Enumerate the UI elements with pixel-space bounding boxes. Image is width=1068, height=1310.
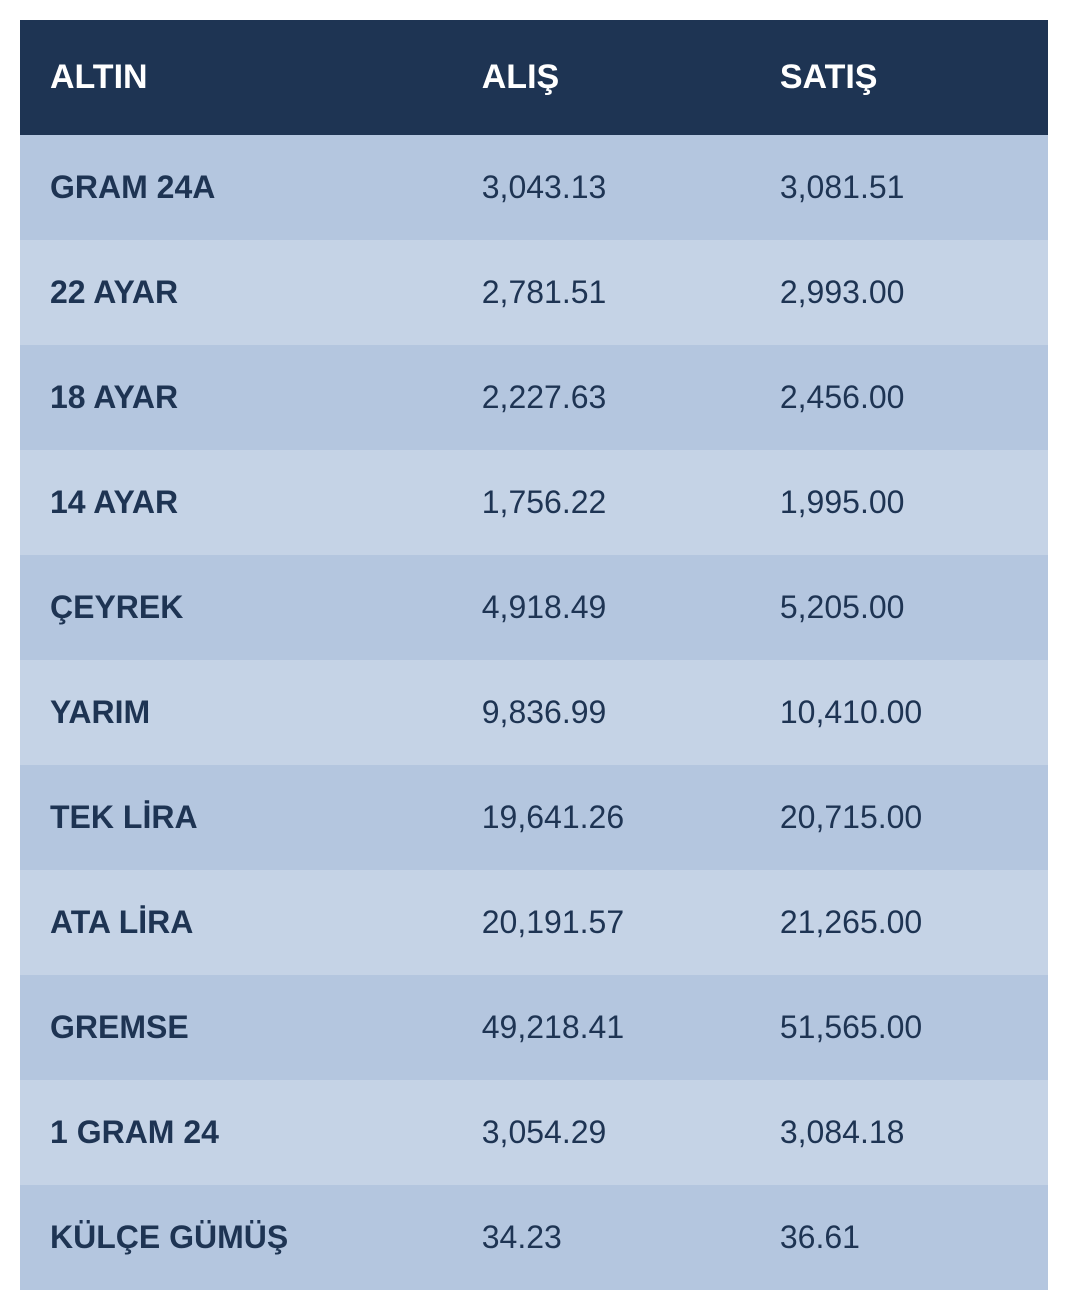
cell-alis: 2,781.51 <box>452 240 750 345</box>
cell-satis: 2,993.00 <box>750 240 1048 345</box>
table-header-row: ALTIN ALIŞ SATIŞ <box>20 20 1048 135</box>
cell-name: KÜLÇE GÜMÜŞ <box>20 1185 452 1290</box>
table-row: 14 AYAR 1,756.22 1,995.00 <box>20 450 1048 555</box>
cell-satis: 3,084.18 <box>750 1080 1048 1185</box>
cell-alis: 20,191.57 <box>452 870 750 975</box>
cell-name: YARIM <box>20 660 452 765</box>
cell-name: 14 AYAR <box>20 450 452 555</box>
gold-prices-table: ALTIN ALIŞ SATIŞ GRAM 24A 3,043.13 3,081… <box>20 20 1048 1290</box>
cell-alis: 49,218.41 <box>452 975 750 1080</box>
cell-name: ATA LİRA <box>20 870 452 975</box>
cell-satis: 5,205.00 <box>750 555 1048 660</box>
cell-alis: 34.23 <box>452 1185 750 1290</box>
cell-name: ÇEYREK <box>20 555 452 660</box>
cell-satis: 20,715.00 <box>750 765 1048 870</box>
table-body: GRAM 24A 3,043.13 3,081.51 22 AYAR 2,781… <box>20 135 1048 1290</box>
cell-name: TEK LİRA <box>20 765 452 870</box>
table-row: 1 GRAM 24 3,054.29 3,084.18 <box>20 1080 1048 1185</box>
cell-name: GRAM 24A <box>20 135 452 240</box>
table-row: ÇEYREK 4,918.49 5,205.00 <box>20 555 1048 660</box>
cell-satis: 1,995.00 <box>750 450 1048 555</box>
cell-alis: 4,918.49 <box>452 555 750 660</box>
cell-alis: 1,756.22 <box>452 450 750 555</box>
table-row: GREMSE 49,218.41 51,565.00 <box>20 975 1048 1080</box>
cell-alis: 3,054.29 <box>452 1080 750 1185</box>
cell-satis: 36.61 <box>750 1185 1048 1290</box>
cell-alis: 9,836.99 <box>452 660 750 765</box>
cell-satis: 21,265.00 <box>750 870 1048 975</box>
table-row: 18 AYAR 2,227.63 2,456.00 <box>20 345 1048 450</box>
cell-name: 18 AYAR <box>20 345 452 450</box>
table-row: TEK LİRA 19,641.26 20,715.00 <box>20 765 1048 870</box>
header-satis: SATIŞ <box>750 20 1048 135</box>
table-row: 22 AYAR 2,781.51 2,993.00 <box>20 240 1048 345</box>
table-row: YARIM 9,836.99 10,410.00 <box>20 660 1048 765</box>
cell-name: GREMSE <box>20 975 452 1080</box>
cell-name: 1 GRAM 24 <box>20 1080 452 1185</box>
cell-name: 22 AYAR <box>20 240 452 345</box>
table-row: ATA LİRA 20,191.57 21,265.00 <box>20 870 1048 975</box>
header-alis: ALIŞ <box>452 20 750 135</box>
cell-satis: 10,410.00 <box>750 660 1048 765</box>
cell-alis: 3,043.13 <box>452 135 750 240</box>
table-row: GRAM 24A 3,043.13 3,081.51 <box>20 135 1048 240</box>
table-row: KÜLÇE GÜMÜŞ 34.23 36.61 <box>20 1185 1048 1290</box>
cell-alis: 19,641.26 <box>452 765 750 870</box>
cell-satis: 3,081.51 <box>750 135 1048 240</box>
header-altin: ALTIN <box>20 20 452 135</box>
cell-satis: 2,456.00 <box>750 345 1048 450</box>
cell-alis: 2,227.63 <box>452 345 750 450</box>
cell-satis: 51,565.00 <box>750 975 1048 1080</box>
